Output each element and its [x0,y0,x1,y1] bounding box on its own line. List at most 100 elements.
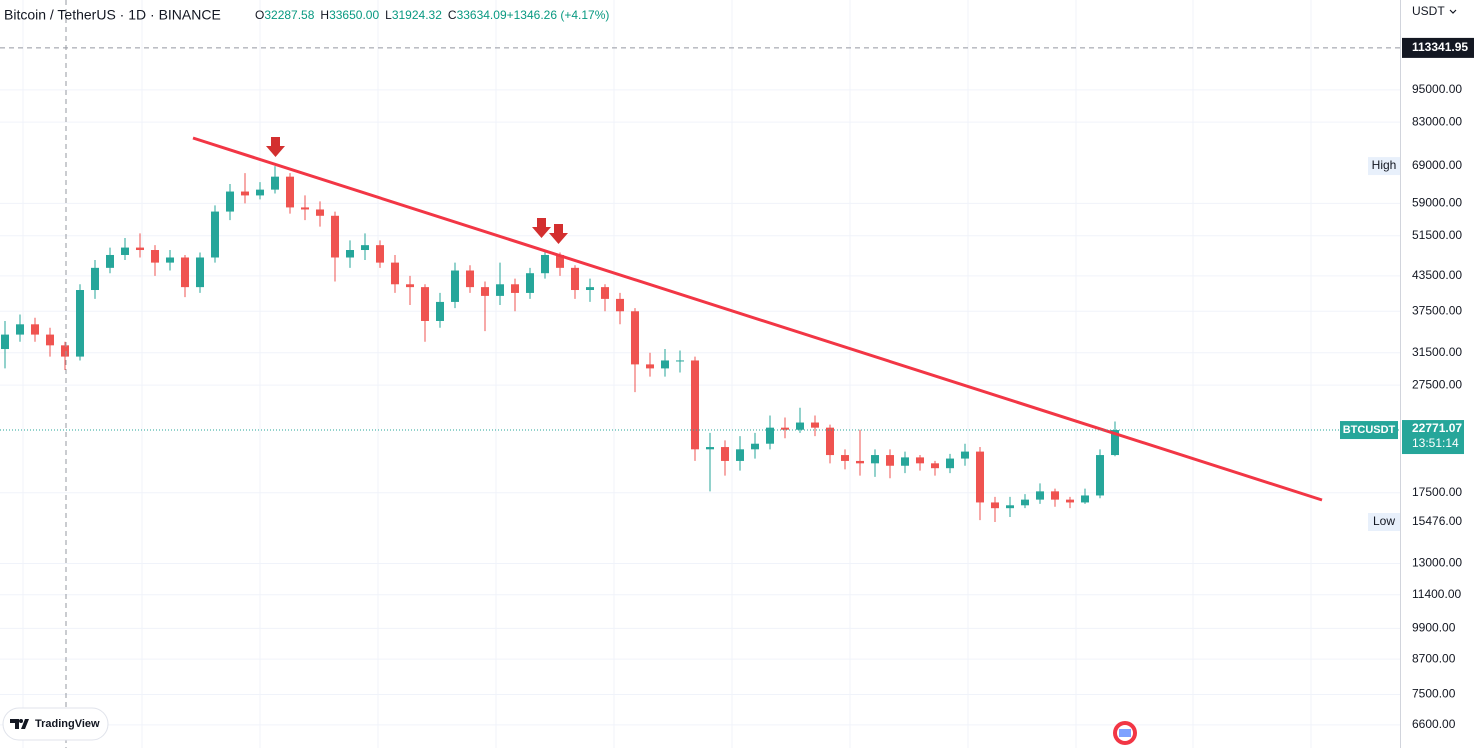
candle-body [736,449,744,461]
candle-body [76,290,84,357]
arrow [549,224,568,244]
y-tick-label: 13000.00 [1412,556,1462,570]
candle-body [721,447,729,461]
candle-body [211,211,219,258]
candle-body [121,247,129,255]
candle-body [271,176,279,190]
candle-body [1081,495,1089,503]
candle-body [16,324,24,335]
marker-value-bg [1402,157,1482,176]
last-price-value: 22771.07 [1412,421,1462,435]
candle-body [436,301,444,321]
legend-value: +1346.26 (+4.17%) [507,8,610,22]
candle-body [1096,455,1104,496]
candles [1,166,1119,522]
candle-body [676,360,684,362]
y-tick-label: 11400.00 [1412,587,1461,601]
candle-body [1111,430,1119,456]
candle-body [601,287,609,299]
candle-body [406,284,414,288]
candle-body [856,460,864,464]
candle-body [256,189,264,196]
candle-body [976,451,984,503]
candle-body [181,257,189,288]
candle-body [31,324,39,335]
tradingview-logo: TradingView [2,707,109,741]
marker-value-bg [1402,512,1482,531]
candle-body [466,270,474,288]
candle-body [706,447,714,450]
candle-body [61,345,69,357]
legend-label: C [448,8,457,22]
y-tick-label: 7500.00 [1412,687,1456,701]
candle-body [901,457,909,466]
candle-body [871,455,879,464]
arrows [266,137,568,244]
candle-body [691,360,699,450]
candle-body [151,250,159,263]
horizontal-grid [0,89,1400,726]
candle-body [391,262,399,285]
candle-body [931,463,939,469]
candle-body [481,287,489,296]
y-tick-label: 8700.00 [1412,651,1456,665]
candle-body [586,287,594,291]
ohlc-legend: O32287.58 H33650.00 L31924.32 C33634.09+134… [255,8,609,22]
marker-badge [1368,157,1400,176]
candle-body [1021,499,1029,506]
chart-title: Bitcoin / TetherUS · 1D · BINANCE [4,7,221,23]
candle-body [556,254,564,268]
candle-body [226,191,234,212]
candle-body [541,254,549,274]
candle-body [1,334,9,350]
y-tick-label: 37500.00 [1412,303,1462,317]
logo-pill [2,707,109,741]
flag-mark[interactable] [1119,729,1131,737]
currency[interactable]: USDT [1412,4,1445,18]
candle-body [616,298,624,312]
candle-body [886,455,894,466]
marker-badge [1368,512,1400,531]
candle-body [526,273,534,293]
y-tick-label: 9900.00 [1412,621,1456,635]
y-tick-label: 95000.00 [1412,82,1462,96]
candle-body [841,455,849,461]
candle-body [331,215,339,258]
marker-name: High [1372,158,1397,172]
logo-icon [10,719,29,729]
flag-icon[interactable] [1113,721,1137,745]
candle-body [301,207,309,210]
candle-body [1051,491,1059,500]
legend-value: 31924.32 [392,8,442,22]
legend-value: 33650.00 [329,8,379,22]
candle-body [346,250,354,258]
y-tick-label: 51500.00 [1412,228,1462,242]
candle-body [376,245,384,263]
y-tick-label: 6600.00 [1412,717,1456,731]
candle-body [91,267,99,291]
candle-body [511,284,519,293]
vertical-grid [22,0,1312,748]
candle-body [631,311,639,365]
legend-label: L [385,8,392,22]
candle-body [781,427,789,430]
marker-name: Low [1373,514,1395,528]
last-price-bg [1402,420,1464,455]
candle-body [166,257,174,263]
y-tick-label: 31500.00 [1412,345,1462,359]
price-axis [1400,0,1484,748]
candle-body [316,209,324,216]
candle-body [961,451,969,459]
currency-caret[interactable] [1449,9,1457,14]
candle-body [811,422,819,428]
candle-body [1036,491,1044,500]
candle-body [571,267,579,291]
candle-body [286,176,294,208]
y-tick-label: 17500.00 [1412,485,1462,499]
candle-body [136,247,144,251]
legend-value: 33634.09 [457,8,507,22]
arrow [532,218,551,238]
marker-value: 15476.00 [1412,514,1462,528]
candle-body [766,427,774,444]
